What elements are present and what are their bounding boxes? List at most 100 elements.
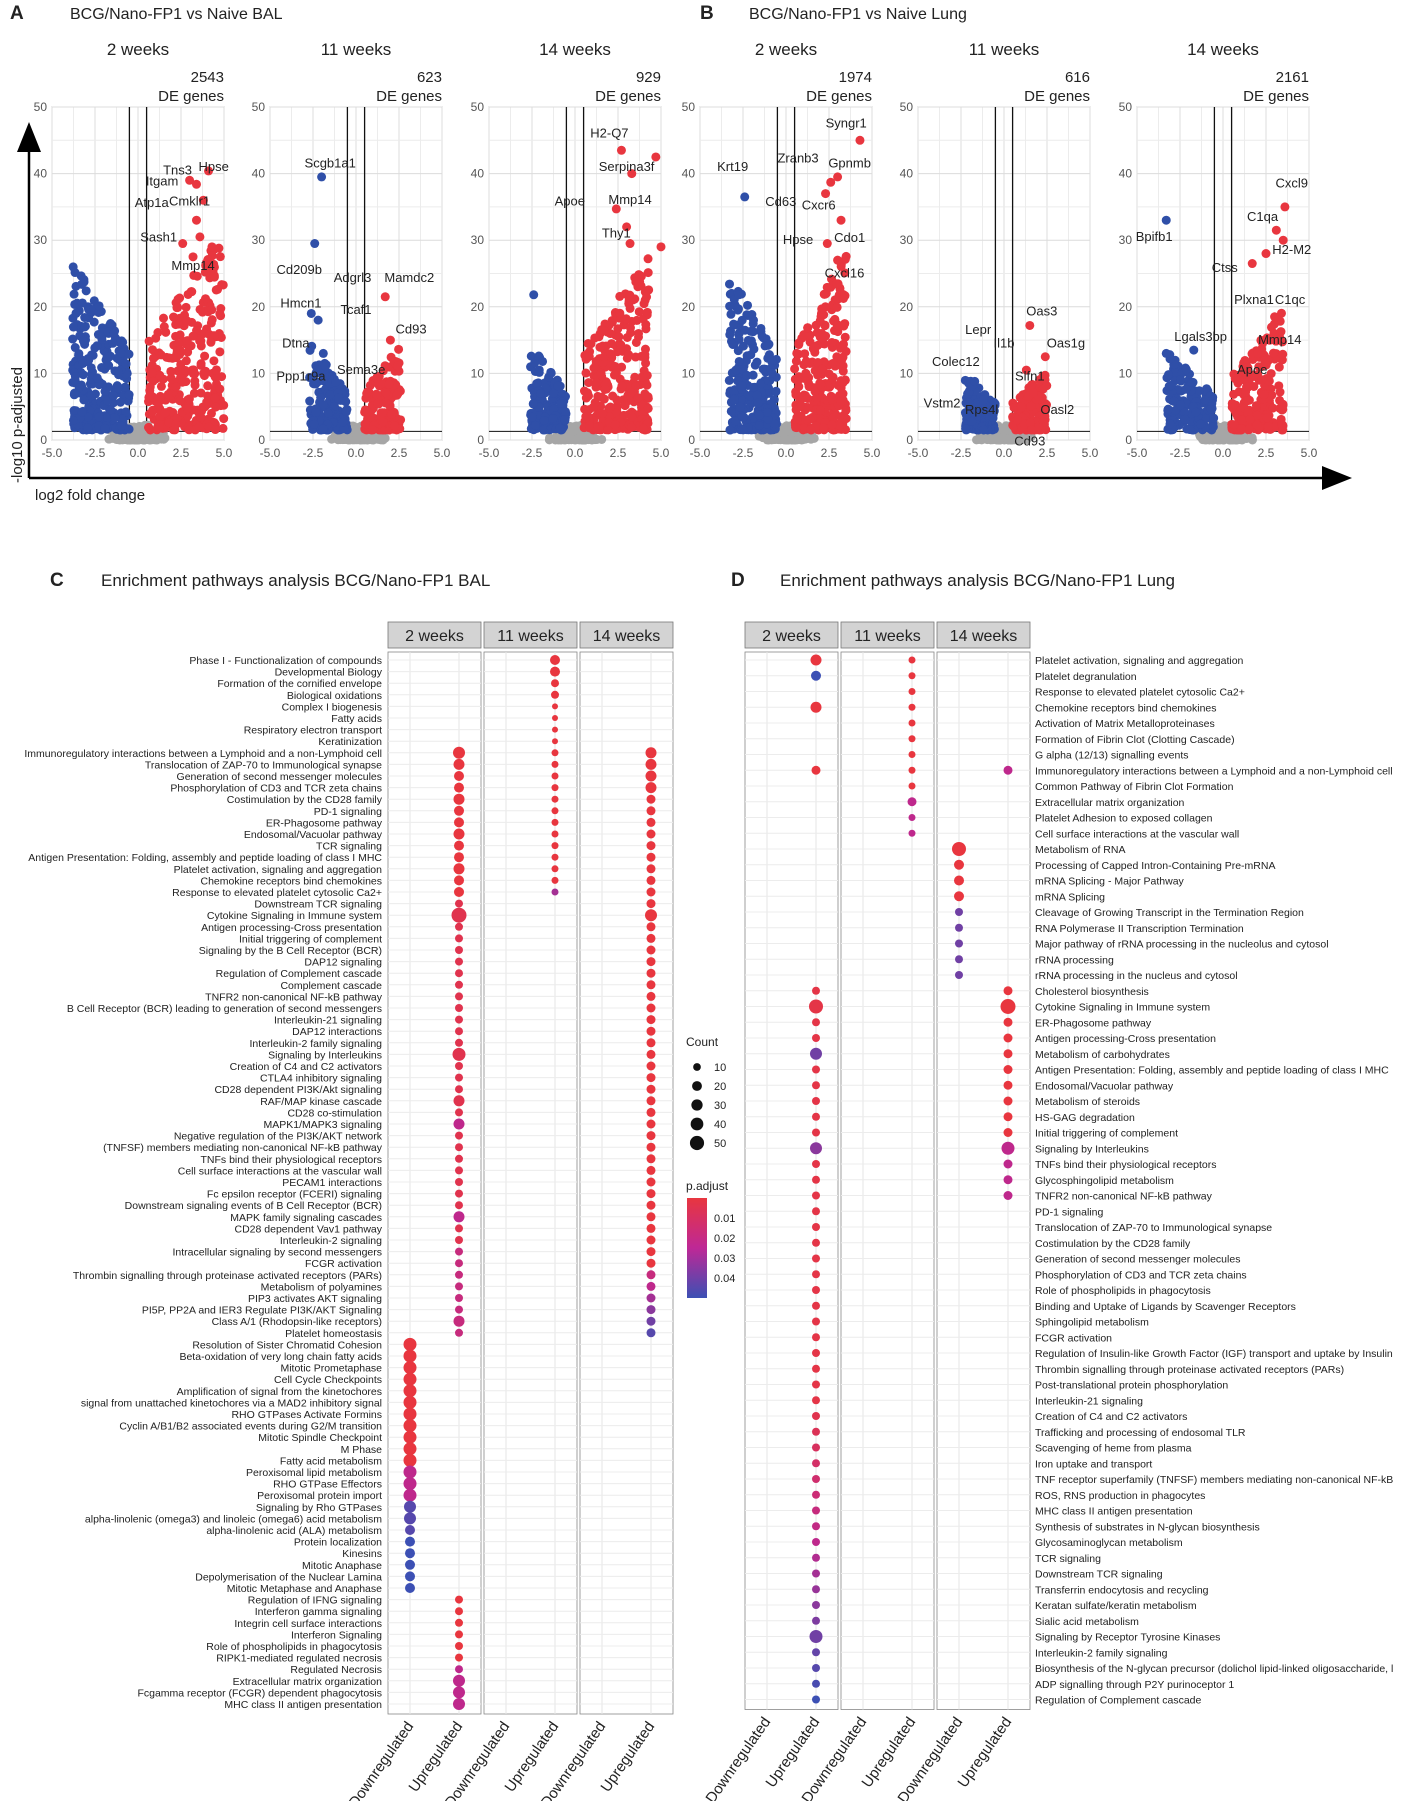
pathway-label: MAPK family signaling cascades [230,1212,382,1224]
gene-label: Scgb1a1 [305,156,356,171]
dot-down [94,412,104,422]
facet-title: 2 weeks [755,40,817,59]
enrichment-dot [551,818,559,826]
dot-up [803,394,813,404]
y-tick: 30 [682,233,696,247]
enrichment-dot [455,1004,463,1012]
gene-label: Mmp14 [608,192,651,207]
dot-up [203,381,213,391]
enrichment-dot [646,1212,656,1222]
dot-up [583,388,593,398]
dot-up [361,420,371,430]
dot-down [555,423,565,433]
enrichment-dot [646,968,656,978]
dot-up [163,389,173,399]
dot-down [106,405,116,415]
enrichment-dot [646,1165,656,1175]
y-tick: 40 [900,167,914,181]
dot-up [801,369,811,379]
pathway-label: Response to elevated platelet cytosolic … [172,887,382,899]
enrichment-dot [455,1189,463,1198]
enrichment-dot [646,864,656,874]
dot-down [535,388,545,398]
dot-highlight [822,239,832,249]
dot-up [215,347,225,357]
dot-down [1194,386,1204,396]
y-tick: 50 [34,100,48,114]
y-tick: 10 [252,366,266,380]
enrichment-dot [405,1525,415,1535]
dot-up [588,402,598,412]
dot-up [1016,402,1026,412]
pathway-label: RIPK1-mediated regulated necrosis [216,1653,382,1665]
y-tick: 10 [900,366,914,380]
gene-label: Mmp14 [171,258,214,273]
dot-up [614,332,624,342]
gene-label: Thy1 [602,226,631,241]
enrichment-dot [646,887,656,897]
y-tick: 0 [258,433,265,447]
dot-highlight [306,308,316,318]
pathway-label: B Cell Receptor (BCR) leading to generat… [67,1003,382,1015]
enrichment-dot [403,1453,417,1467]
dot-up [173,302,183,312]
enrichment-dot [403,1384,417,1398]
enrichment-dot [455,992,463,1001]
y-tick: 30 [1119,233,1133,247]
enrichment-dot [646,980,656,990]
dot-down [69,289,79,299]
dot-down [556,398,566,408]
de-count: 616 [1065,69,1090,86]
dot-up [595,342,605,352]
dot-up [360,405,370,415]
dot-up [835,343,845,353]
enrichment-dot [453,1095,465,1107]
x-tick: 5.0 [1301,446,1318,460]
dot-down [117,421,127,431]
x-tick: -2.5 [951,446,972,460]
enrichment-dot [455,1178,463,1186]
dot-highlight [207,242,217,252]
pathway-label: Chemokine receptors bind chemokines [200,875,382,887]
pathway-label: FCGR activation [305,1258,382,1270]
dot-highlight [970,376,980,386]
dot-up [839,321,849,331]
enrichment-dot [552,726,558,733]
pathway-label: Cyclin A/B1/B2 associated events during … [119,1421,382,1433]
x-tick: -2.5 [303,446,324,460]
dot-highlight [1040,352,1050,362]
dot-up [615,291,625,301]
enrichment-dot [403,1372,417,1386]
enrichment-dot [646,1003,656,1013]
enrichment-dot [646,957,656,967]
facet-title: 11 weeks [497,628,563,645]
dot-down [86,391,96,401]
enrichment-dot [455,1038,463,1047]
pathway-label: Developmental Biology [275,667,383,679]
dot-up [200,351,210,361]
dot-down [70,372,80,382]
gene-label: C1qc [1275,292,1306,307]
dot-highlight [1261,249,1271,259]
enrichment-dot [454,840,464,851]
pathway-label: signal from unattached kinetochores via … [81,1397,382,1409]
dot-down [725,279,735,289]
dot-down [68,322,78,332]
dot-up [392,390,402,400]
dot-highlight [1025,320,1035,330]
pathway-label: Costimulation by the CD28 family [227,794,383,806]
dot-down [756,323,766,333]
gene-label: Apoe [555,194,585,209]
pathway-label: Interferon Signaling [291,1629,382,1641]
pathway-label: Amplification of signal from the kinetoc… [177,1386,382,1398]
enrichment-dot [646,806,656,816]
enrichment-dot [551,760,559,768]
dot-ns [987,434,997,444]
enrichment-dot [646,841,656,851]
dot-up [590,333,600,343]
x-tick: 0.0 [1215,446,1232,460]
dot-up [598,408,608,418]
y-tick: 20 [34,300,48,314]
dot-up [184,394,194,404]
x-tick: 0.0 [567,446,584,460]
